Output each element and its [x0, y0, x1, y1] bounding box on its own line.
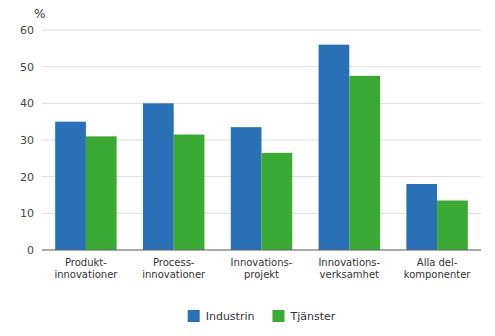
y-tick-label: 10 — [20, 207, 34, 220]
legend-swatch — [272, 310, 284, 322]
legend-swatch — [188, 310, 200, 322]
grid-line — [42, 30, 481, 31]
x-tick-label: Innovations-verksamhet — [318, 257, 380, 280]
bar — [262, 153, 293, 250]
x-tick-label: Alla del-komponenter — [404, 257, 472, 280]
bar — [174, 135, 205, 251]
grid-line — [42, 103, 481, 104]
y-tick-label: 50 — [20, 61, 34, 74]
grid — [42, 30, 481, 250]
y-tick-label: 60 — [20, 24, 34, 37]
bar — [55, 122, 86, 250]
x-tick-label: Produkt-innovationer — [54, 257, 118, 280]
chart-svg: 0 10 20 30 40 50 60% Produkt-innovationer Proces… — [0, 0, 495, 336]
legend-label: Tjänster — [289, 310, 335, 323]
bars — [55, 45, 468, 250]
chart-container: 0 10 20 30 40 50 60% Produkt-innovationer Proces… — [0, 0, 495, 336]
bar — [86, 136, 117, 250]
bar — [231, 127, 262, 250]
y-tick-label: 40 — [20, 97, 34, 110]
y-tick-label: 0 — [27, 244, 34, 257]
y-tick-label: 30 — [20, 134, 34, 147]
y-axis-label: % — [34, 7, 45, 21]
grid-line — [42, 250, 481, 251]
bar — [143, 103, 174, 250]
y-tick-label: 20 — [20, 171, 34, 184]
bar — [437, 201, 468, 251]
legend-label: Industrin — [206, 310, 255, 323]
x-axis-line — [42, 250, 481, 251]
legend: Industrin Tjänster — [188, 310, 336, 323]
x-tick-label: Innovations-projekt — [231, 257, 293, 280]
x-tick-label: Process-innovationer — [142, 257, 206, 280]
grid-line — [42, 66, 481, 67]
bar — [319, 45, 350, 250]
bar — [406, 184, 437, 250]
bar — [349, 76, 380, 250]
